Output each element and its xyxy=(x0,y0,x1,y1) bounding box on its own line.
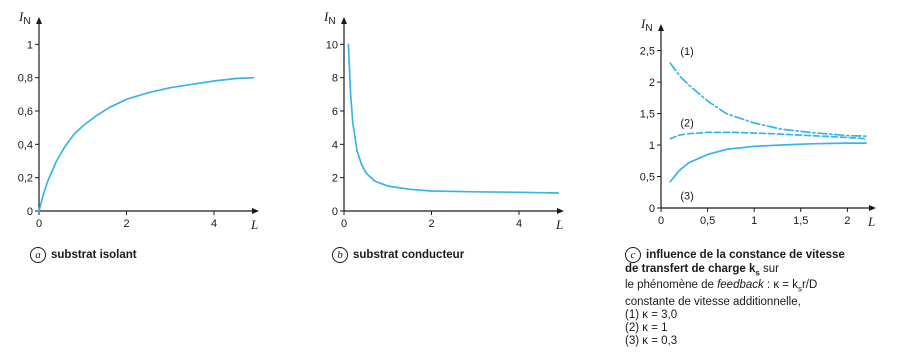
chart-c-y-axis-label-sub: N xyxy=(645,23,652,34)
caption-c-line-2-sub: s xyxy=(755,268,760,278)
chart-b-x-tick-label: 0 xyxy=(341,218,347,230)
caption-c-line-3-italic: feedback xyxy=(717,279,764,292)
chart-b-y-tick-label: 2 xyxy=(332,173,338,185)
chart-a-x-tick-label: 4 xyxy=(211,218,217,230)
chart-b-series-1-line xyxy=(347,43,560,194)
chart-a-x-tick-label: 0 xyxy=(36,218,42,230)
chart-b-x-axis-label: L xyxy=(555,217,563,232)
chart-c-series-1-line xyxy=(669,62,867,138)
caption-c-line-6: (2) κ = 1 xyxy=(625,321,668,334)
caption-c-line-3: le phénomène de feedback : κ = ksr/D xyxy=(625,279,905,295)
chart-a-x-axis-label: L xyxy=(250,217,258,232)
caption-a: a substrat isolant xyxy=(30,247,137,263)
chart-b-y-tick-label: 6 xyxy=(332,106,338,118)
chart-a-x-arrow-icon xyxy=(252,208,259,214)
chart-c-y-tick-label: 1 xyxy=(649,140,655,152)
chart-c-x-tick-label: 0,5 xyxy=(700,215,715,227)
caption-a-badge: a xyxy=(30,247,46,263)
chart-b-y-tick-label: 4 xyxy=(332,139,338,151)
chart-b-y-axis-label-sub: N xyxy=(328,16,335,27)
chart-c-series-3-label: (3) xyxy=(680,191,693,203)
chart-c-x-tick-label: 0 xyxy=(658,215,664,227)
caption-c-line-5: (1) κ = 3,0 xyxy=(625,308,678,321)
chart-b-x-tick-label: 2 xyxy=(428,218,434,230)
chart-c-y-tick-label: 0,5 xyxy=(640,172,655,184)
caption-c-line-2-text: de transfert de charge k xyxy=(625,263,756,275)
caption-c-line-3-pre: le phénomène de xyxy=(625,279,718,292)
caption-a-text: substrat isolant xyxy=(51,249,137,262)
caption-c-line-2: de transfert de charge ks sur xyxy=(625,263,905,279)
chart-b-x-arrow-icon xyxy=(557,208,564,214)
caption-c-line-2-tail: sur xyxy=(759,263,780,275)
caption-b-text: substrat conducteur xyxy=(353,249,465,262)
chart-c-y-tick-label: 1,5 xyxy=(640,109,655,121)
chart-c-x-arrow-icon xyxy=(869,205,876,211)
caption-c-line-3-mid: : κ = k xyxy=(763,279,798,292)
caption-c-line-7: (3) κ = 0,3 xyxy=(625,334,678,347)
chart-a-series-1-line xyxy=(38,76,255,212)
chart-b-y-tick-label: 10 xyxy=(326,39,338,51)
caption-b-badge: b xyxy=(332,247,348,263)
chart-b-y-arrow-icon xyxy=(341,17,347,24)
chart-b-y-axis-label: IN xyxy=(323,9,336,27)
chart-b: 0 2 4 6 8 10 0 2 4 IN L xyxy=(323,9,564,232)
chart-c-x-tick-label: 1,5 xyxy=(793,215,808,227)
caption-c-badge: c xyxy=(625,247,641,263)
chart-c-y-tick-label: 0 xyxy=(649,203,655,215)
chart-c-y-axis-label: IN xyxy=(640,16,653,34)
chart-b-y-tick-label: 0 xyxy=(332,206,338,218)
chart-c-series-1-label: (1) xyxy=(680,46,693,58)
chart-c-y-arrow-icon xyxy=(658,24,664,31)
chart-c-x-tick-label: 1 xyxy=(751,215,757,227)
caption-c-line-4: constante de vitesse additionnelle, xyxy=(625,295,801,308)
chart-a-y-tick-label: 0,6 xyxy=(18,106,33,118)
chart-a-y-tick-label: 1 xyxy=(27,39,33,51)
caption-c: c influence de la constance de vitesse de… xyxy=(625,247,905,348)
chart-a-y-tick-label: 0,2 xyxy=(18,173,33,185)
chart-c: 0 0,5 1 1,5 2 2,5 0 0,5 1 1,5 2 IN L (1) (2) (3) xyxy=(640,16,876,229)
caption-b: b substrat conducteur xyxy=(332,247,464,263)
chart-a-y-axis-label-sub: N xyxy=(23,16,30,27)
caption-c-line-3-sub: s xyxy=(797,284,802,294)
chart-a-y-tick-label: 0,4 xyxy=(18,139,33,151)
caption-c-line-1-text: influence de la constance de vitesse xyxy=(646,248,845,261)
chart-c-y-tick-label: 2,5 xyxy=(640,46,655,58)
chart-a-y-tick-label: 0,8 xyxy=(18,73,33,85)
chart-b-x-tick-label: 4 xyxy=(516,218,522,230)
caption-c-line-1: c influence de la constance de vitesse xyxy=(625,247,905,263)
caption-c-line-3-tail: r/D xyxy=(801,279,818,292)
chart-c-series-2-line xyxy=(669,131,867,140)
chart-c-series-3-line xyxy=(669,142,867,183)
chart-a: 0 0,2 0,4 0,6 0,8 1 0 2 4 IN L xyxy=(18,9,259,232)
chart-a-y-arrow-icon xyxy=(36,17,42,24)
chart-c-y-tick-label: 2 xyxy=(649,77,655,89)
chart-c-series-2-label: (2) xyxy=(680,118,693,130)
chart-c-x-tick-label: 2 xyxy=(844,215,850,227)
chart-a-y-axis-label: IN xyxy=(18,9,31,27)
chart-a-y-tick-label: 0 xyxy=(27,206,33,218)
chart-a-x-tick-label: 2 xyxy=(123,218,129,230)
chart-b-y-tick-label: 8 xyxy=(332,73,338,85)
chart-c-x-axis-label: L xyxy=(867,214,875,229)
